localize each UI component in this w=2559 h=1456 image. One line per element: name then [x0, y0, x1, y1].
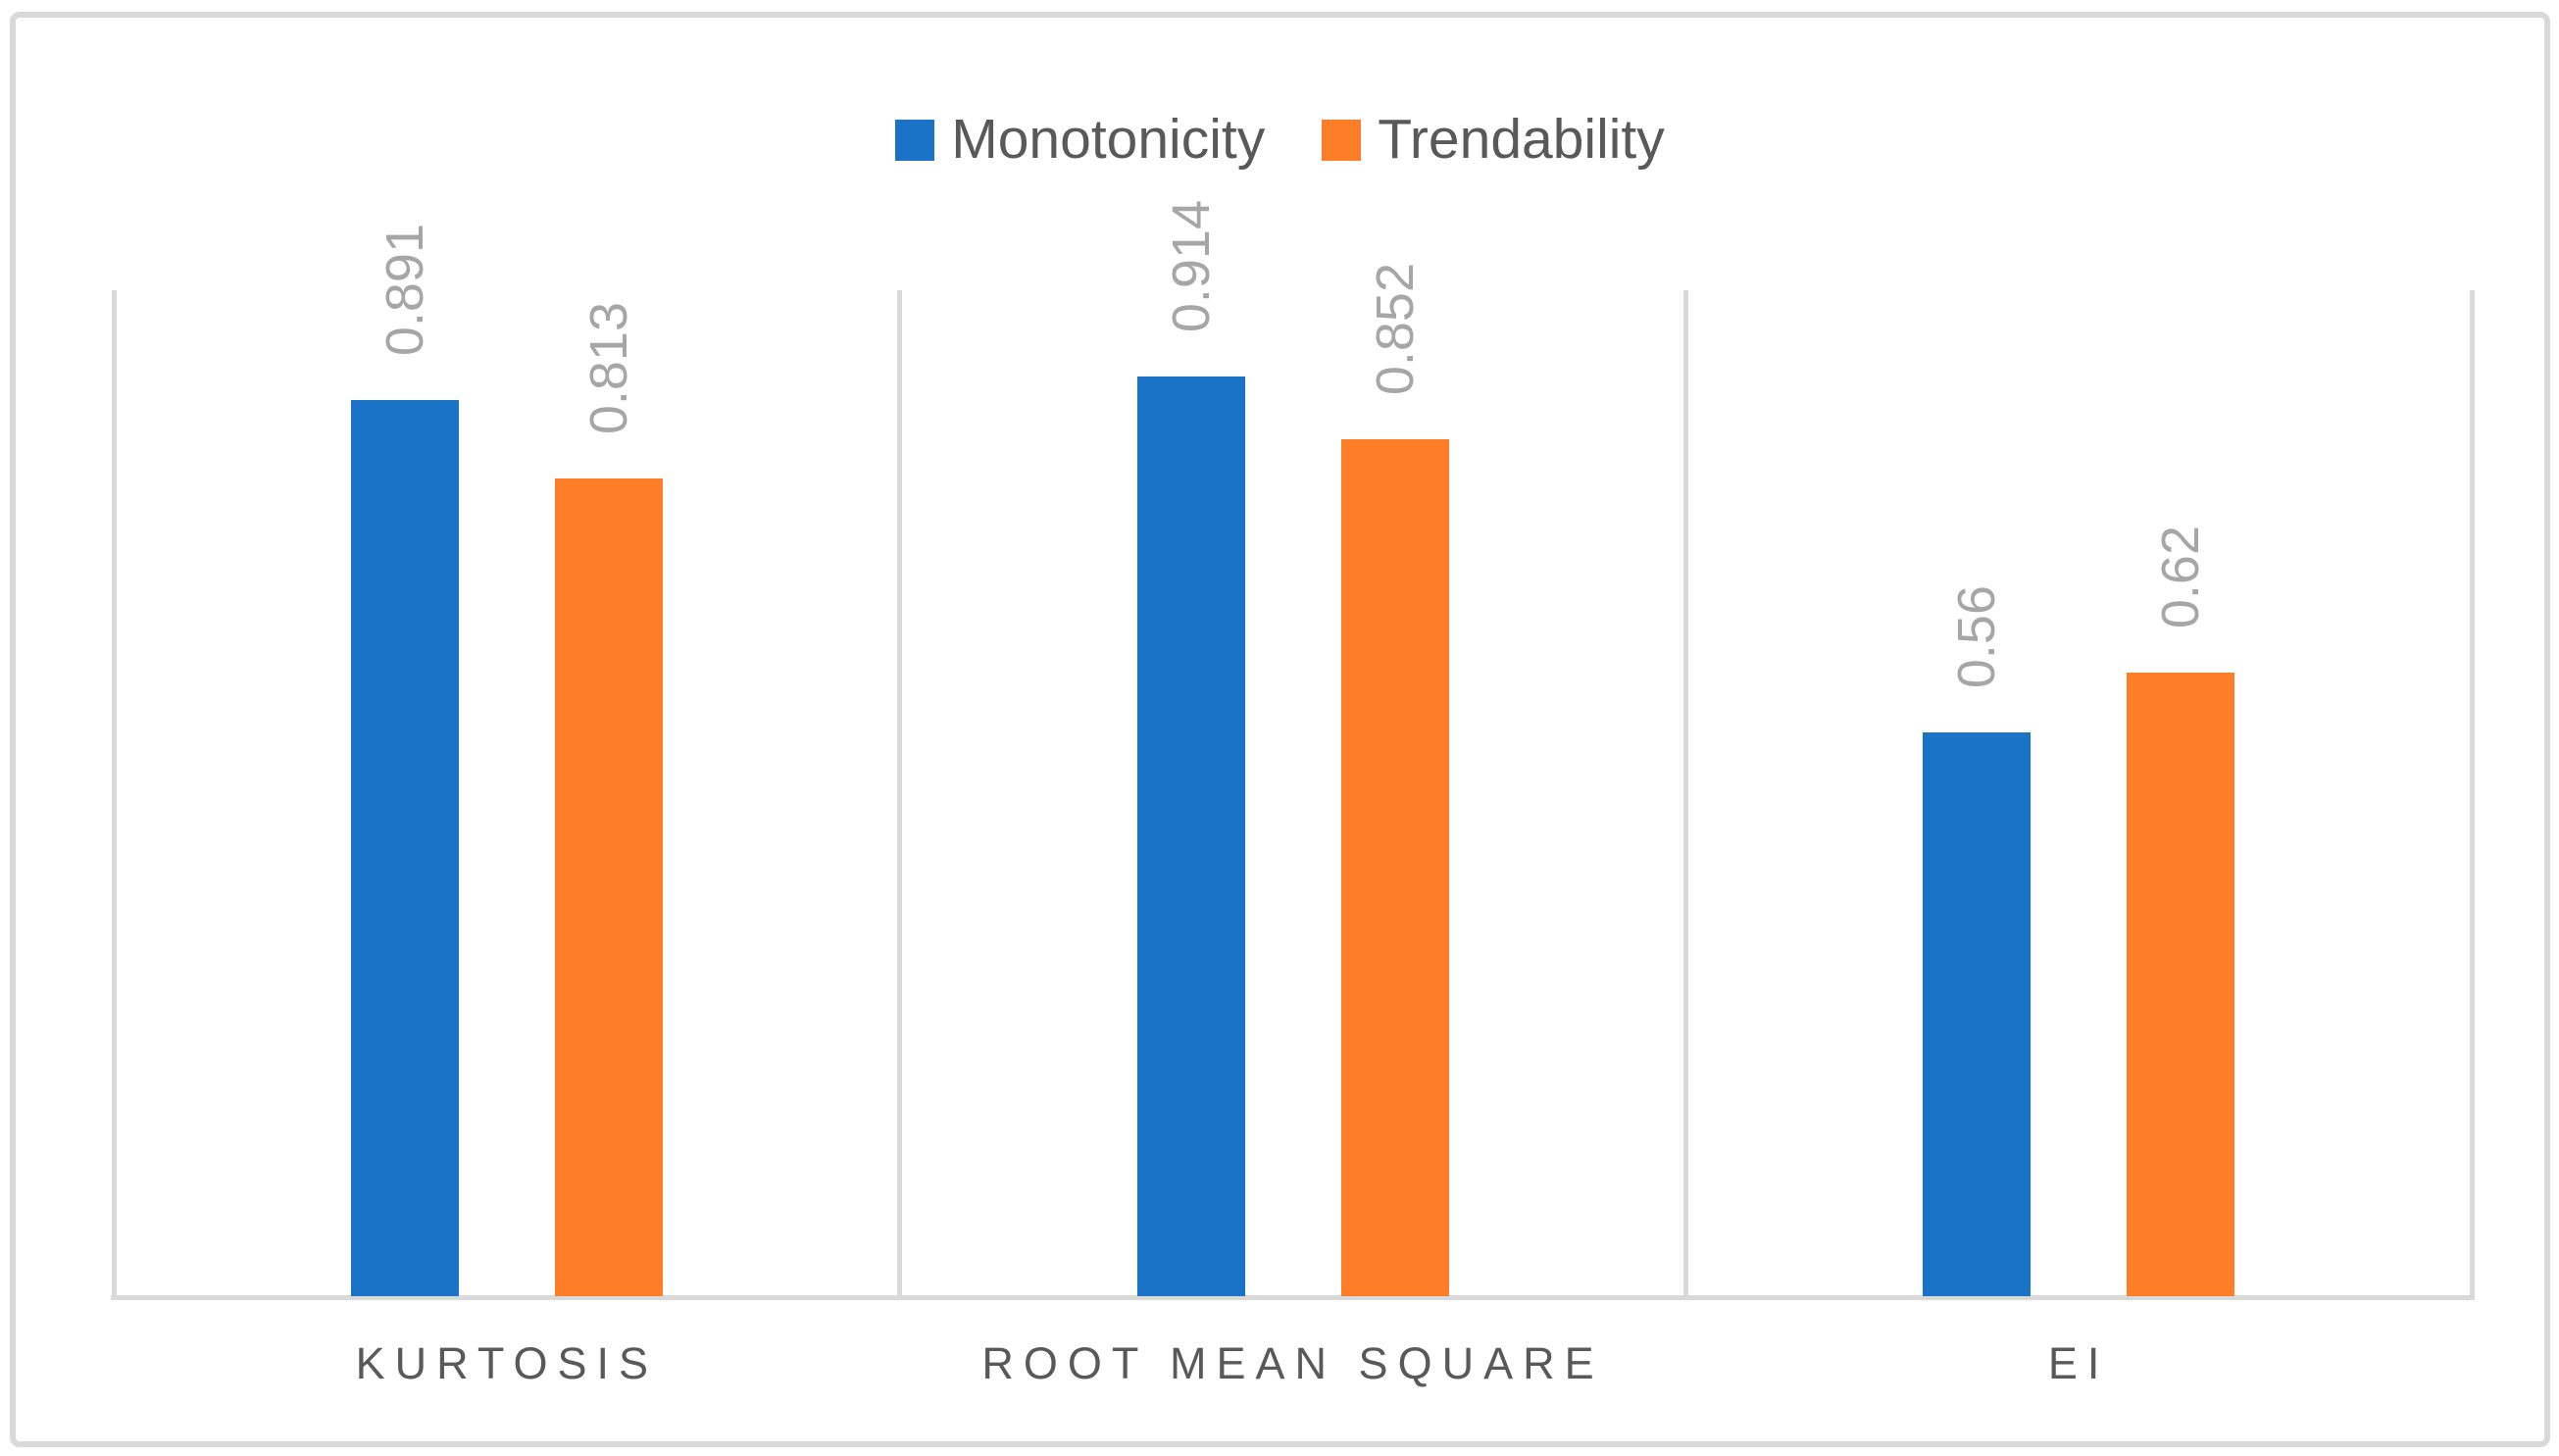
legend: Monotonicity Trendability — [16, 112, 2544, 168]
legend-swatch-monotonicity — [895, 119, 935, 161]
category-label-root-mean-square: ROOT MEAN SQUARE — [981, 1338, 1604, 1388]
data-label-trendability-kurtosis: 0.813 — [578, 301, 638, 434]
category-gridline — [897, 290, 903, 1300]
bar-trendability-ei — [2127, 673, 2235, 1296]
legend-label-monotonicity: Monotonicity — [951, 108, 1266, 171]
data-label-monotonicity-kurtosis: 0.891 — [375, 223, 434, 356]
category-gridline — [111, 290, 117, 1300]
chart-frame: Monotonicity Trendability 0.891 0.813 KURT… — [10, 12, 2550, 1447]
bar-monotonicity-ei — [1923, 732, 2032, 1296]
category-label-ei: EI — [2047, 1338, 2110, 1388]
x-axis-line — [111, 1295, 2475, 1300]
category-gridline — [1682, 290, 1688, 1300]
category-gridline — [2469, 290, 2475, 1300]
plot-area: 0.891 0.813 KURTOSIS 0.914 0.852 ROOT MEAN SQ… — [111, 200, 2475, 1385]
bar-monotonicity-kurtosis — [350, 400, 459, 1296]
data-label-trendability-ei: 0.62 — [2151, 525, 2211, 628]
category-label-kurtosis: KURTOSIS — [355, 1338, 659, 1388]
data-label-trendability-root-mean-square: 0.852 — [1365, 262, 1425, 395]
legend-label-trendability: Trendability — [1378, 108, 1665, 171]
legend-item-trendability: Trendability — [1322, 112, 1665, 168]
legend-item-monotonicity: Monotonicity — [895, 112, 1265, 168]
legend-swatch-trendability — [1322, 119, 1362, 161]
bar-trendability-kurtosis — [554, 478, 663, 1296]
data-label-monotonicity-root-mean-square: 0.914 — [1161, 199, 1221, 332]
data-label-monotonicity-ei: 0.56 — [1947, 584, 2007, 688]
bar-trendability-root-mean-square — [1340, 439, 1449, 1296]
bar-monotonicity-root-mean-square — [1136, 377, 1245, 1296]
